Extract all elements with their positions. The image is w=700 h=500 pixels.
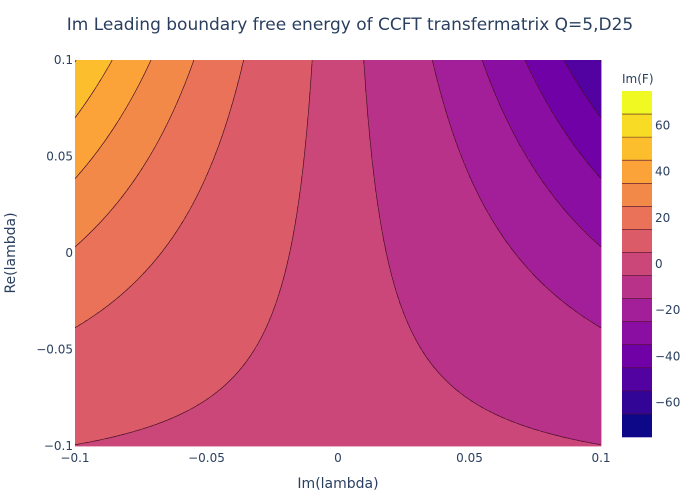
chart-title: Im Leading boundary free energy of CCFT … (67, 15, 634, 35)
contour-fills (75, 60, 601, 446)
plot-area (75, 60, 601, 446)
